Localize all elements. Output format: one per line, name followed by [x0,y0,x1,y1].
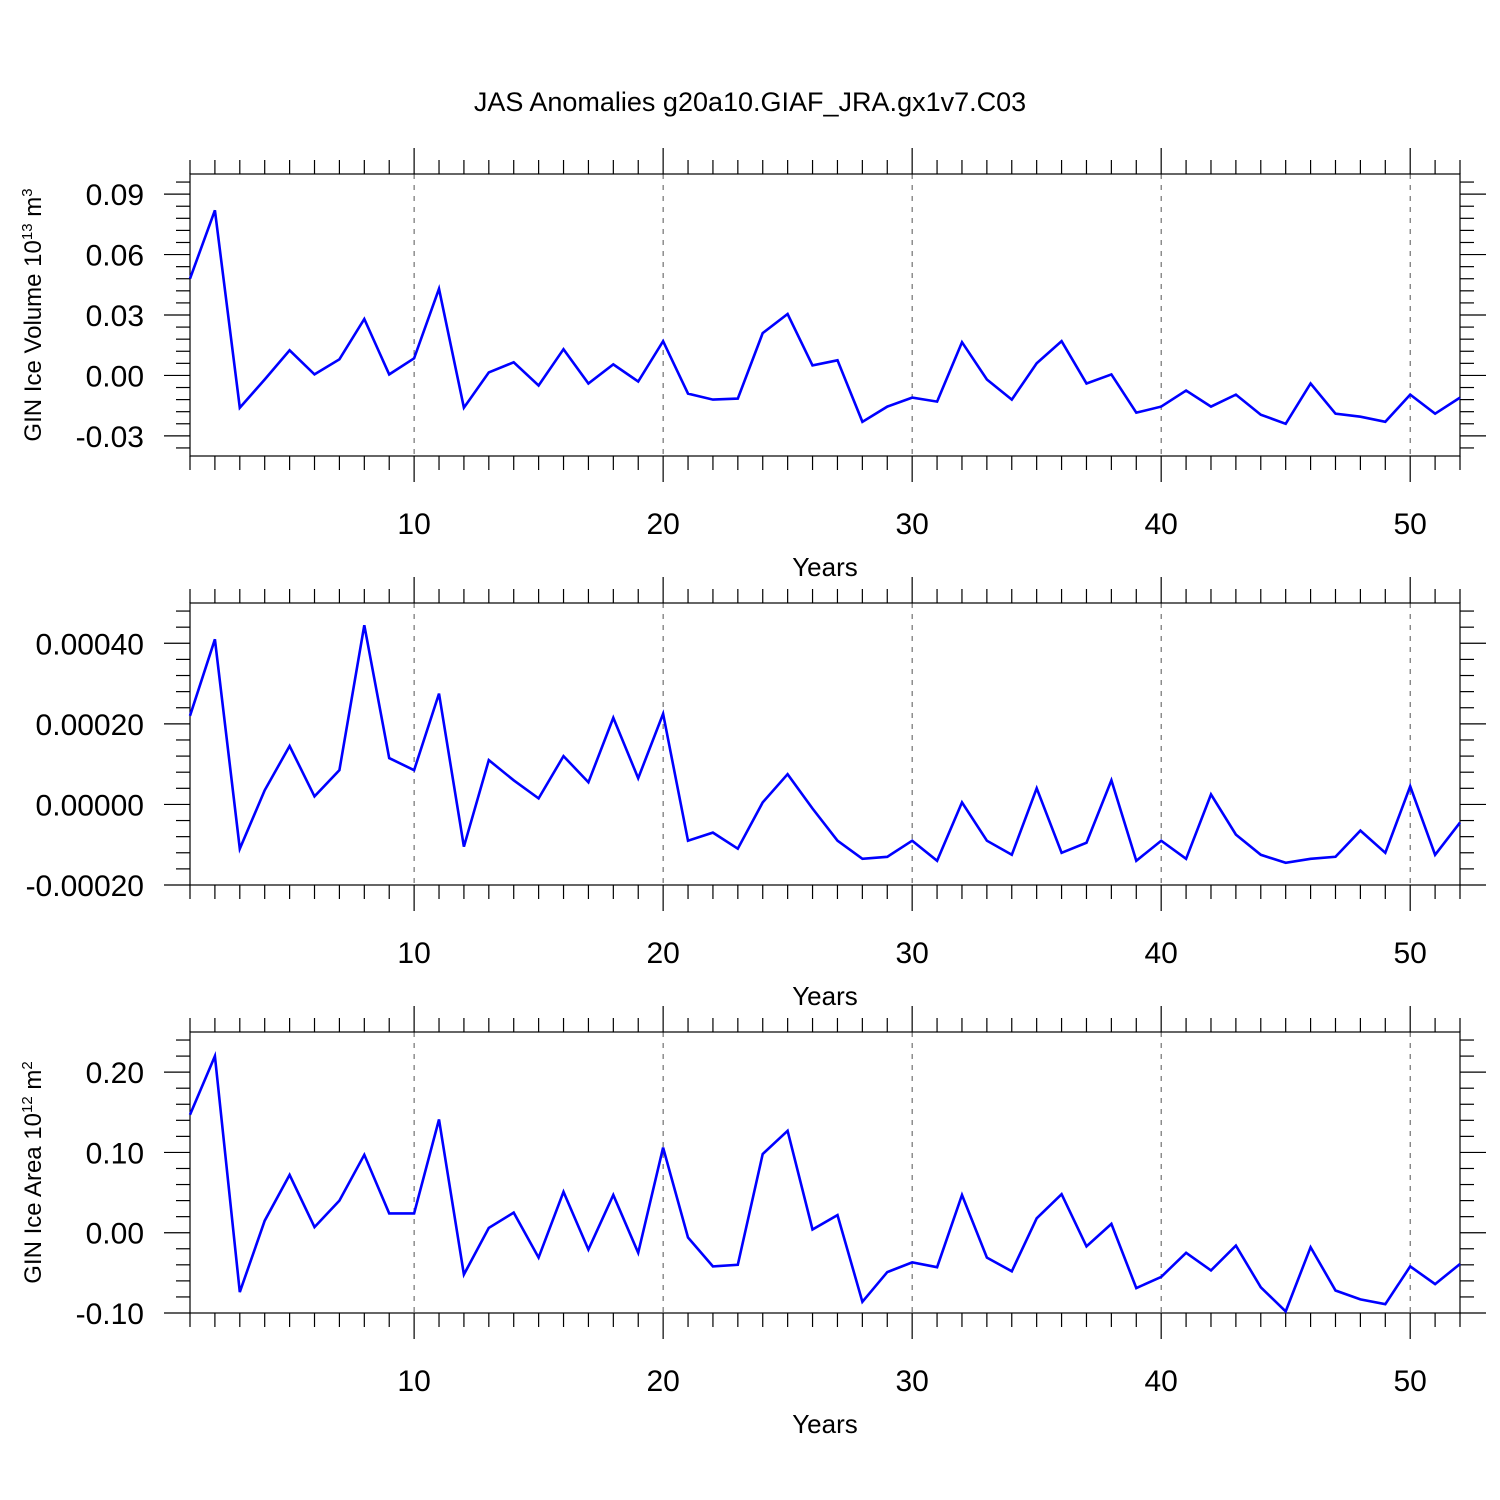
x-tick-label: 50 [1394,508,1427,541]
x-axis-label: Years [792,981,858,1011]
y-tick-label: 0.06 [86,240,144,273]
x-tick-label: 30 [895,508,928,541]
y-axis-label: GIN Ice Volume 1013 m3 [19,188,47,441]
panel-1: -0.03 0.00 0.03 0.06 0.09 10 20 30 40 50 Years GIN … [19,148,1486,582]
series-line [188,209,1461,426]
plot-frame [189,1031,1461,1314]
x-tick-label: 10 [397,508,430,541]
series-line [188,1050,1461,1314]
y-axis-label: GIN Ice Area 1012 m2 [19,1061,47,1283]
y-tick-label: -0.10 [76,1298,144,1331]
chart-title: JAS Anomalies g20a10.GIAF_JRA.gx1v7.C03 [474,87,1026,117]
y-tick-label: 0.00020 [36,709,144,742]
x-tick-label: 40 [1144,508,1177,541]
y-tick-label: 0.10 [86,1137,144,1170]
panel-2: -0.00020 0.00000 0.00020 0.00040 10 20 30 40 50 Y… [26,577,1486,1011]
panels: -0.03 0.00 0.03 0.06 0.09 10 20 30 40 50 Years GIN … [19,148,1486,1439]
x-tick-label: 40 [1144,1365,1177,1398]
y-tick-label: -0.03 [76,421,144,454]
x-tick-label: 10 [397,937,430,970]
x-tick-label: 20 [646,508,679,541]
x-axis-label: Years [792,552,858,582]
y-tick-label: -0.00020 [26,870,144,903]
y-tick-label: 0.09 [86,179,144,212]
x-tick-label: 10 [397,1365,430,1398]
y-tick-label: 0.00 [86,360,144,393]
y-tick-label: 0.03 [86,300,144,333]
y-tick-label: 0.20 [86,1057,144,1090]
x-tick-label: 50 [1394,1365,1427,1398]
x-tick-label: 20 [646,937,679,970]
y-tick-label: 0.00 [86,1218,144,1251]
y-tick-label: 0.00000 [36,789,144,822]
plot-frame [189,173,1461,457]
x-tick-label: 30 [895,937,928,970]
x-tick-label: 20 [646,1365,679,1398]
series-line [188,624,1462,865]
x-tick-label: 30 [895,1365,928,1398]
x-tick-label: 40 [1144,937,1177,970]
y-tick-label: 0.00040 [36,628,144,661]
plot-frame [189,602,1461,886]
panel-3: -0.10 0.00 0.10 0.20 10 20 30 40 50 Years GIN Ice … [19,1006,1486,1439]
x-tick-label: 50 [1394,937,1427,970]
x-axis-label: Years [792,1409,858,1439]
